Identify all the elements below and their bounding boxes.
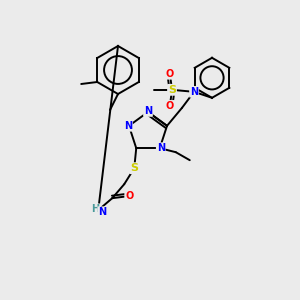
Text: S: S <box>168 85 176 95</box>
Text: N: N <box>124 121 132 131</box>
Text: N: N <box>190 87 198 97</box>
Text: H: H <box>91 204 99 214</box>
Text: O: O <box>166 69 174 79</box>
Text: N: N <box>144 106 152 116</box>
Text: N: N <box>98 207 106 217</box>
Text: O: O <box>166 101 174 111</box>
Text: O: O <box>125 191 134 201</box>
Text: S: S <box>130 163 138 173</box>
Text: N: N <box>157 143 165 153</box>
